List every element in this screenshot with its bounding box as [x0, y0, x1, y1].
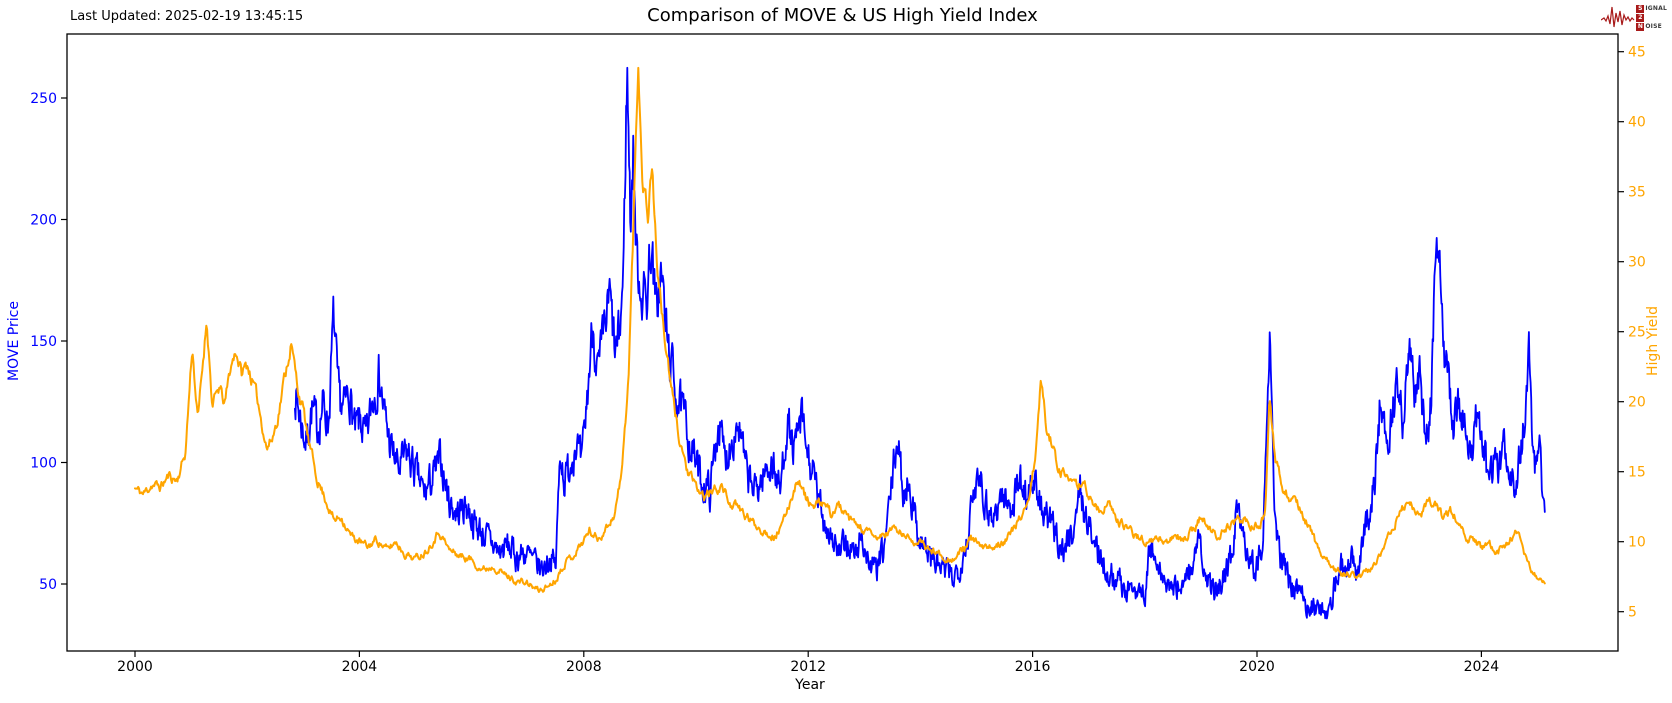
logo-waveform-icon	[1601, 3, 1635, 33]
logo-text-signal: IGNAL	[1645, 5, 1667, 12]
right-tick-label: 30	[1628, 255, 1646, 271]
chart-title: Comparison of MOVE & US High Yield Index	[647, 5, 1038, 26]
left-tick-label: 100	[30, 456, 57, 472]
logo-row-noise: N OISE	[1636, 23, 1667, 31]
right-tick-label: 20	[1628, 395, 1646, 411]
x-tick-label: 2016	[1015, 659, 1051, 675]
logo-letter-s: S	[1636, 5, 1645, 13]
right-tick-label: 35	[1628, 185, 1646, 201]
signal2noise-logo: S IGNAL 2 N OISE	[1601, 3, 1667, 33]
right-tick-label: 10	[1628, 535, 1646, 551]
right-tick-label: 15	[1628, 465, 1646, 481]
x-tick-label: 2008	[566, 659, 602, 675]
x-axis-label: Year	[794, 677, 825, 693]
right-tick-label: 45	[1628, 45, 1646, 61]
logo-text-noise: OISE	[1645, 23, 1662, 30]
left-tick-label: 50	[39, 577, 57, 593]
x-tick-label: 2004	[342, 659, 378, 675]
x-tick-label: 2024	[1464, 659, 1500, 675]
last-updated-text: Last Updated: 2025-02-19 13:45:15	[70, 9, 304, 24]
right-tick-label: 25	[1628, 325, 1646, 341]
right-tick-label: 5	[1628, 605, 1637, 621]
logo-letter-2: 2	[1636, 14, 1645, 22]
logo-row-2: 2	[1636, 14, 1667, 22]
right-axis-label: High Yield	[1645, 306, 1661, 376]
logo-row-signal: S IGNAL	[1636, 5, 1667, 13]
high-yield-series-line	[134, 66, 1546, 593]
x-tick-label: 2012	[790, 659, 826, 675]
left-tick-label: 150	[30, 334, 57, 350]
x-tick-label: 2000	[117, 659, 153, 675]
left-axis-label: MOVE Price	[6, 301, 22, 381]
left-tick-label: 250	[30, 91, 57, 107]
right-tick-label: 40	[1628, 115, 1646, 131]
logo-letter-n: N	[1636, 23, 1645, 31]
plot-frame	[66, 33, 1619, 652]
x-tick-label: 2020	[1239, 659, 1275, 675]
logo-text-rows: S IGNAL 2 N OISE	[1636, 5, 1667, 31]
move-series-line	[293, 66, 1546, 620]
left-tick-label: 200	[30, 213, 57, 229]
